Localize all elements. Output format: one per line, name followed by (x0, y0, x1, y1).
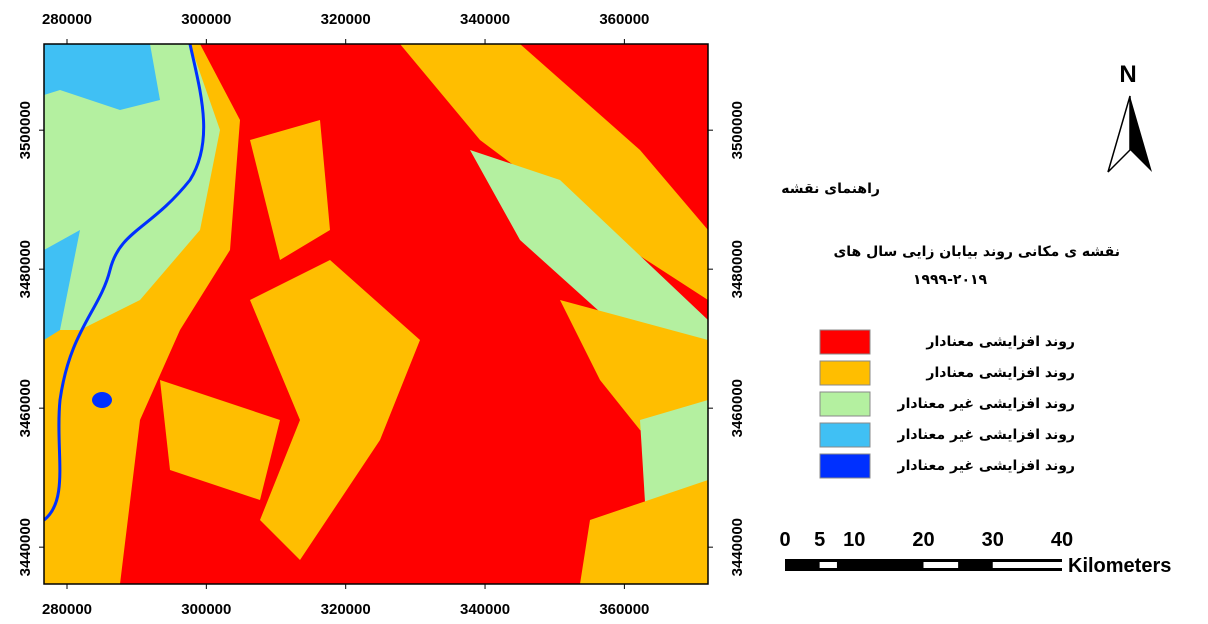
scale-label: 10 (843, 529, 865, 551)
north-arrow (1130, 96, 1152, 172)
x-tick-label: 280000 (42, 601, 92, 618)
y-tick-label: 3440000 (729, 518, 746, 576)
map-title: ۱۹۹۹-۲۰۱۹ (913, 272, 988, 288)
legend-label: روند افزایشی غیر معنادار (897, 396, 1075, 412)
y-tick-label: 3480000 (17, 240, 34, 298)
scale-label: 20 (912, 529, 934, 551)
y-tick-label: 3440000 (17, 518, 34, 576)
x-tick-label: 360000 (599, 601, 649, 618)
x-tick-label: 340000 (460, 601, 510, 618)
x-tick-label: 360000 (599, 11, 649, 28)
legend-label: روند افزایشی غیر معنادار (897, 427, 1075, 443)
legend-swatch (820, 361, 870, 385)
scale-label: 30 (982, 529, 1004, 551)
scale-label: 0 (779, 529, 790, 551)
x-tick-label: 300000 (181, 601, 231, 618)
x-tick-label: 280000 (42, 11, 92, 28)
legend-label: روند افزایشی معنادار (925, 334, 1075, 350)
x-tick-label: 320000 (321, 601, 371, 618)
map-page: N راهنمای نقشه نقشه ی مکانی روند بیابان … (0, 0, 1208, 624)
y-tick-label: 3460000 (17, 379, 34, 437)
scale-segment (820, 562, 837, 568)
x-tick-label: 340000 (460, 11, 510, 28)
north-label: N (1119, 61, 1136, 88)
legend-title: راهنمای نقشه (781, 181, 880, 197)
map-title: نقشه ی مکانی روند بیابان زایی سال های (833, 244, 1120, 260)
x-tick-label: 300000 (181, 11, 231, 28)
legend-swatch (820, 330, 870, 354)
legend-label: روند افزایشی معنادار (925, 365, 1075, 381)
x-tick-label: 320000 (321, 11, 371, 28)
legend-swatch (820, 454, 870, 478)
scale-segment (924, 562, 959, 568)
scale-segment (993, 562, 1062, 568)
scale-label: 5 (814, 529, 825, 551)
north-arrow (1108, 96, 1130, 172)
legend-label: روند افزایشی غیر معنادار (897, 458, 1075, 474)
scale-label: 40 (1051, 529, 1073, 551)
y-tick-label: 3500000 (729, 101, 746, 159)
y-tick-label: 3460000 (729, 379, 746, 437)
y-tick-label: 3480000 (729, 240, 746, 298)
legend-swatch (820, 423, 870, 447)
raster (44, 44, 708, 584)
y-tick-label: 3500000 (17, 101, 34, 159)
scale-unit: Kilometers (1068, 555, 1171, 577)
legend-swatch (820, 392, 870, 416)
